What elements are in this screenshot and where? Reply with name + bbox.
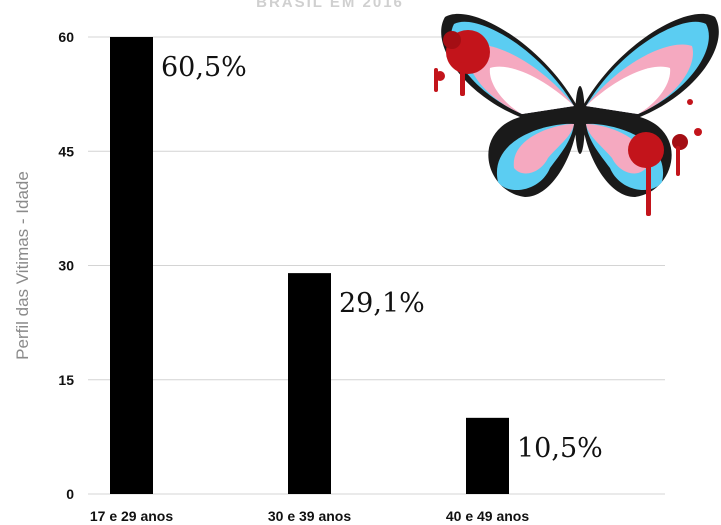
x-tick-label: 40 e 49 anos bbox=[446, 508, 529, 524]
bars bbox=[110, 37, 509, 494]
bar bbox=[466, 417, 509, 494]
blood-splatter bbox=[628, 132, 664, 168]
x-tick-label: 30 e 39 anos bbox=[268, 508, 351, 524]
left-lower-wing-pink bbox=[513, 124, 574, 174]
y-tick-label: 0 bbox=[66, 486, 74, 502]
blood-drip bbox=[460, 62, 465, 96]
x-axis-labels: 17 e 29 anos 30 e 39 anos 40 e 49 anos bbox=[90, 508, 529, 524]
x-tick-label: 17 e 29 anos bbox=[90, 508, 173, 524]
data-label: 60,5% bbox=[161, 52, 247, 83]
y-tick-label: 15 bbox=[58, 372, 74, 388]
blood-drop bbox=[687, 99, 693, 105]
y-tick-label: 30 bbox=[58, 258, 74, 274]
y-tick-label: 60 bbox=[58, 29, 74, 45]
butterfly-illustration bbox=[434, 13, 719, 216]
blood-drop bbox=[672, 134, 688, 150]
y-axis-title: Perfil das Vitimas - Idade bbox=[13, 171, 32, 360]
y-axis-ticks: 0 15 30 45 60 bbox=[58, 29, 74, 502]
blood-drip bbox=[646, 156, 651, 216]
bar bbox=[288, 273, 331, 494]
blood-drop bbox=[443, 31, 461, 49]
bar bbox=[110, 37, 153, 494]
data-label: 29,1% bbox=[339, 288, 425, 319]
left-upper-wing-white bbox=[489, 66, 574, 114]
data-label: 10,5% bbox=[517, 433, 603, 464]
data-labels: 60,5% 29,1% 10,5% bbox=[161, 52, 603, 464]
right-upper-wing-white bbox=[586, 66, 671, 114]
blood-drip bbox=[434, 68, 438, 92]
butterfly-body bbox=[575, 86, 585, 154]
y-tick-label: 45 bbox=[58, 143, 74, 159]
blood-drip bbox=[676, 146, 680, 176]
blood-drop bbox=[694, 128, 702, 136]
right-lower-wing-pink bbox=[586, 124, 647, 174]
chart-title: BRASIL EM 2016 bbox=[256, 0, 404, 11]
